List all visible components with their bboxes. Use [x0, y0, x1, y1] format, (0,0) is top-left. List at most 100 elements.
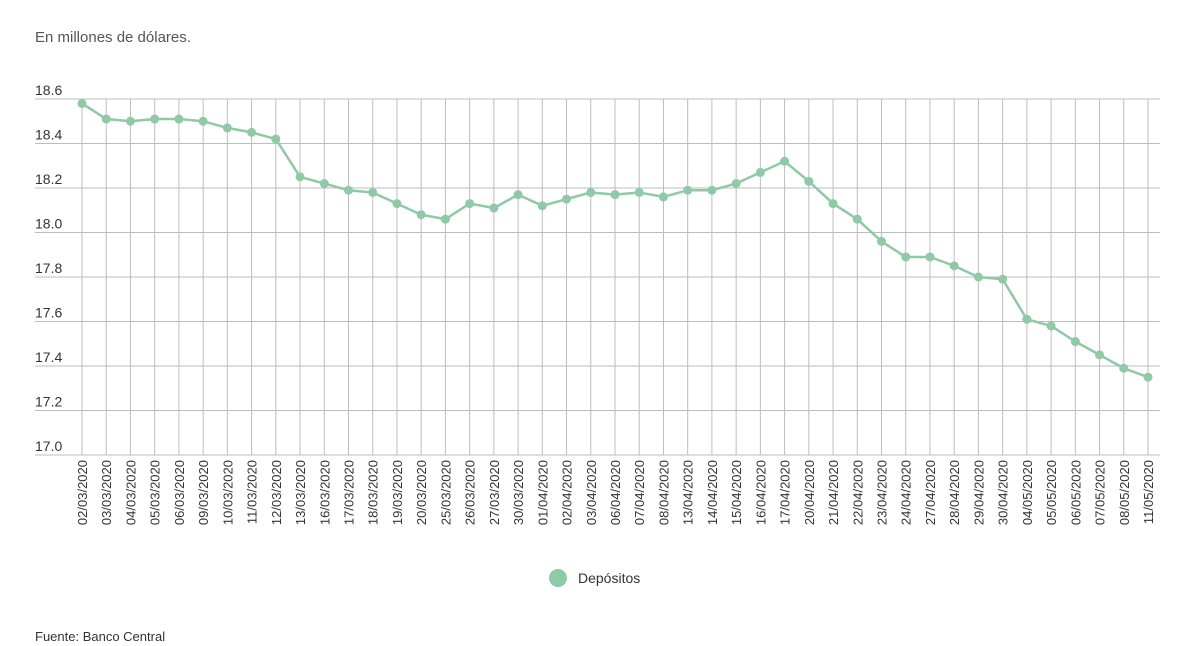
point	[658, 192, 668, 202]
x-tick-label: 04/05/2020	[1020, 460, 1035, 525]
x-tick-label: 17/04/2020	[778, 460, 793, 525]
x-tick-label: 30/03/2020	[511, 460, 526, 525]
x-tick-label: 05/05/2020	[1044, 460, 1059, 525]
point	[828, 199, 838, 209]
x-tick-label: 07/04/2020	[632, 460, 647, 525]
x-tick-label: 10/03/2020	[220, 460, 235, 525]
y-tick-label: 18.2	[35, 171, 62, 187]
x-tick-label: 24/04/2020	[899, 460, 914, 525]
x-tick-label: 08/05/2020	[1117, 460, 1132, 525]
point	[586, 187, 596, 197]
point	[198, 116, 208, 126]
point	[1046, 321, 1056, 331]
x-tick-label: 20/04/2020	[802, 460, 817, 525]
x-tick-label: 30/04/2020	[996, 460, 1011, 525]
point	[271, 134, 281, 144]
point	[998, 274, 1008, 284]
point	[877, 236, 886, 246]
y-tick-label: 17.6	[35, 305, 62, 321]
x-tick-label: 13/04/2020	[681, 460, 696, 525]
point	[247, 127, 257, 137]
point	[125, 116, 135, 126]
point	[562, 194, 572, 204]
x-tick-label: 11/03/2020	[245, 460, 260, 524]
y-tick-label: 17.0	[35, 438, 62, 454]
point	[440, 214, 450, 224]
y-tick-label: 18.6	[35, 82, 62, 98]
point	[344, 185, 353, 195]
point	[392, 199, 402, 209]
point	[1095, 350, 1105, 360]
point	[610, 190, 620, 200]
point	[1070, 337, 1080, 347]
x-tick-label: 21/04/2020	[826, 460, 841, 525]
x-tick-label: 16/03/2020	[317, 460, 332, 525]
x-tick-label: 06/05/2020	[1068, 460, 1083, 525]
point	[222, 123, 232, 133]
point	[174, 114, 184, 124]
x-tick-label: 18/03/2020	[366, 460, 381, 525]
x-tick-label: 20/03/2020	[414, 460, 429, 525]
point	[755, 167, 765, 177]
point	[537, 201, 547, 211]
x-tick-label: 07/05/2020	[1093, 460, 1108, 525]
point	[489, 203, 499, 213]
source: Fuente: Banco Central	[35, 629, 165, 644]
point	[804, 176, 814, 186]
point	[925, 252, 935, 262]
point	[634, 187, 644, 197]
x-tick-label: 13/03/2020	[293, 460, 308, 525]
x-tick-label: 14/04/2020	[705, 460, 720, 525]
x-tick-label: 02/03/2020	[75, 460, 90, 525]
x-tick-label: 26/03/2020	[463, 460, 478, 525]
y-tick-label: 18.0	[35, 216, 62, 232]
chart-subtitle: En millones de dólares.	[35, 29, 191, 46]
point	[731, 179, 741, 189]
point	[416, 210, 426, 220]
x-tick-label: 27/03/2020	[487, 460, 502, 525]
point	[949, 261, 959, 271]
point	[101, 114, 111, 124]
x-tick-label: 08/04/2020	[656, 460, 671, 525]
y-tick-label: 17.2	[35, 394, 62, 410]
point	[1022, 314, 1032, 324]
x-tick-label: 22/04/2020	[850, 460, 865, 525]
x-tick-label: 16/04/2020	[753, 460, 768, 525]
x-tick-label: 28/04/2020	[947, 460, 962, 525]
point	[1143, 372, 1153, 382]
x-tick-label: 15/04/2020	[729, 460, 744, 525]
x-tick-label: 11/05/2020	[1141, 460, 1156, 524]
y-tick-label: 18.4	[35, 127, 62, 143]
x-tick-label: 06/03/2020	[172, 460, 187, 525]
x-tick-label: 17/03/2020	[342, 460, 357, 525]
x-tick-label: 06/04/2020	[608, 460, 623, 525]
point	[368, 187, 378, 197]
x-tick-label: 29/04/2020	[971, 460, 986, 525]
point	[513, 190, 523, 200]
point	[780, 156, 790, 166]
x-tick-label: 01/04/2020	[535, 460, 550, 525]
point	[295, 172, 305, 182]
x-tick-label: 25/03/2020	[438, 460, 453, 525]
x-tick-label: 05/03/2020	[148, 460, 163, 525]
y-tick-label: 17.8	[35, 260, 62, 276]
point	[683, 185, 693, 195]
legend-label: Depósitos	[578, 570, 640, 586]
point	[973, 272, 983, 282]
point	[852, 214, 862, 224]
x-tick-label: 12/03/2020	[269, 460, 284, 525]
point	[77, 98, 87, 108]
x-tick-label: 09/03/2020	[196, 460, 211, 525]
x-tick-label: 19/03/2020	[390, 460, 405, 525]
x-tick-label: 03/04/2020	[584, 460, 599, 525]
point	[1119, 363, 1129, 373]
x-tick-label: 04/03/2020	[123, 460, 138, 525]
legend-marker	[549, 569, 567, 587]
x-tick-label: 03/03/2020	[99, 460, 114, 525]
point	[150, 114, 160, 124]
point	[319, 179, 329, 189]
point	[465, 199, 475, 209]
point	[901, 252, 911, 262]
y-tick-label: 17.4	[35, 349, 62, 365]
